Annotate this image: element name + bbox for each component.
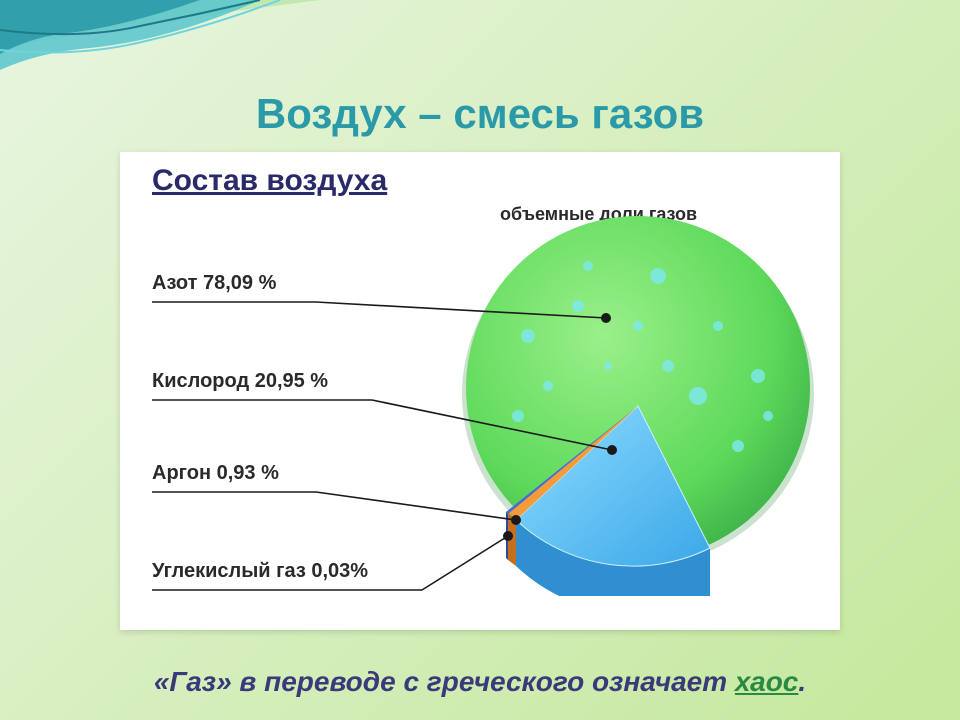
leader-co2 <box>152 528 552 598</box>
leader-argon <box>152 460 552 530</box>
card-title: Состав воздуха <box>152 164 387 198</box>
leader-oxygen <box>152 368 632 458</box>
slide: Воздух – смесь газов Состав воздуха объе… <box>0 0 960 720</box>
footer-highlight: хаос <box>735 666 798 697</box>
chart-card: Состав воздуха объемные доли газов <box>120 152 840 630</box>
footer-post: . <box>798 666 806 697</box>
footer-pre: «Газ» в переводе с греческого означает <box>154 666 735 697</box>
footer-quote: «Газ» в переводе с греческого означает х… <box>0 666 960 698</box>
page-title: Воздух – смесь газов <box>0 90 960 138</box>
leader-nitrogen <box>152 270 622 330</box>
